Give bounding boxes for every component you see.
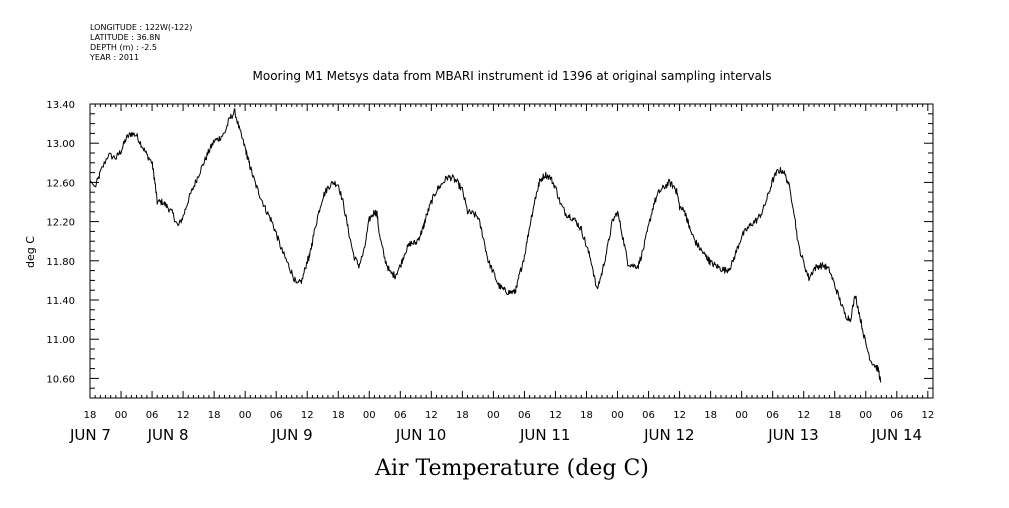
header-year: YEAR : 2011 (89, 53, 139, 62)
x-tick-label: 06 (766, 410, 779, 421)
y-tick-label: 12.20 (46, 218, 75, 229)
x-date-label: JUN 8 (147, 426, 189, 444)
x-tick-label: 18 (456, 410, 469, 421)
x-tick-label: 06 (642, 410, 655, 421)
x-date-label: JUN 10 (395, 426, 446, 444)
x-tick-label: 06 (146, 410, 159, 421)
y-tick-label: 11.40 (46, 296, 75, 307)
x-tick-label: 06 (890, 410, 903, 421)
x-tick-label: 18 (208, 410, 221, 421)
x-axis: 18 00 06 12 18 00 06 12 18 00 06 12 18 00 06 12 18 00 06 12… (69, 104, 934, 444)
x-tick-label: 12 (177, 410, 190, 421)
y-axis-label: deg C (24, 236, 37, 268)
x-tick-label: 12 (425, 410, 438, 421)
y-axis: 10.60 11.00 11.40 11.80 12.20 12.60 13.00 13.40 (46, 100, 933, 399)
x-tick-label: 12 (301, 410, 314, 421)
x-date-label: JUN 12 (643, 426, 694, 444)
x-axis-label: Air Temperature (deg C) (374, 456, 649, 481)
x-tick-label: 00 (735, 410, 748, 421)
x-tick-label: 18 (704, 410, 717, 421)
x-date-label: JUN 9 (271, 426, 313, 444)
y-tick-label: 10.60 (46, 374, 75, 385)
x-tick-label: 00 (859, 410, 872, 421)
x-date-label: JUN 13 (767, 426, 818, 444)
x-tick-label: 00 (611, 410, 624, 421)
x-tick-label: 06 (394, 410, 407, 421)
series-layer (89, 108, 882, 383)
y-tick-label: 13.00 (46, 139, 75, 150)
x-tick-label: 12 (797, 410, 810, 421)
x-date-label: JUN 14 (871, 426, 922, 444)
data-series-line-air-temperature (89, 108, 882, 383)
x-tick-label: 12 (921, 410, 934, 421)
y-tick-label: 13.40 (46, 100, 75, 111)
x-tick-label: 00 (115, 410, 128, 421)
chart-header: LONGITUDE : 122W(-122) LATITUDE : 36.8N … (89, 23, 192, 62)
x-tick-label: 18 (84, 410, 97, 421)
x-tick-label: 06 (270, 410, 283, 421)
y-tick-label: 11.80 (46, 257, 75, 268)
x-tick-label: 18 (828, 410, 841, 421)
header-longitude: LONGITUDE : 122W(-122) (90, 23, 192, 32)
x-date-label: JUN 7 (69, 426, 111, 444)
x-tick-label: 12 (549, 410, 562, 421)
chart-title: Mooring M1 Metsys data from MBARI instru… (253, 69, 772, 83)
x-tick-label: 00 (239, 410, 252, 421)
x-tick-label: 18 (332, 410, 345, 421)
y-tick-label: 12.60 (46, 178, 75, 189)
plot-frame (89, 103, 934, 399)
x-tick-label: 00 (363, 410, 376, 421)
header-depth: DEPTH (m) : -2.5 (90, 43, 157, 52)
y-tick-label: 11.00 (46, 335, 75, 346)
header-latitude: LATITUDE : 36.8N (90, 33, 160, 42)
x-tick-label: 18 (580, 410, 593, 421)
x-tick-label: 06 (518, 410, 531, 421)
x-tick-label: 00 (487, 410, 500, 421)
x-date-label: JUN 11 (519, 426, 570, 444)
x-tick-label: 12 (673, 410, 686, 421)
